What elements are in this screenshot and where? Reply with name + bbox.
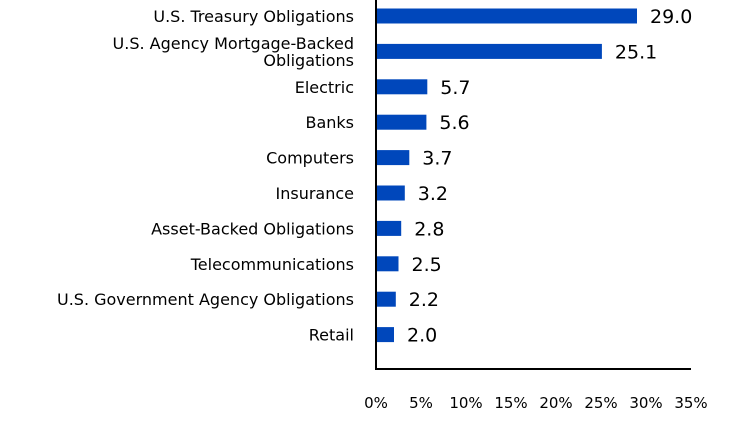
x-tick-label-1: 5%: [409, 394, 433, 412]
bar-6: [376, 220, 402, 236]
category-label-3: Banks: [305, 113, 354, 132]
category-label-5: Insurance: [276, 184, 355, 203]
category-label-1: U.S. Agency Mortgage-Backed Obligations: [113, 34, 354, 70]
value-label-0: 29.0: [650, 6, 692, 28]
bars-layer: [376, 8, 637, 343]
bar-7: [376, 256, 399, 272]
value-label-5: 3.2: [418, 183, 448, 205]
value-label-7: 2.5: [412, 254, 442, 276]
value-label-1: 25.1: [615, 41, 657, 63]
bar-0: [376, 8, 637, 24]
x-tick-label-6: 30%: [629, 394, 662, 412]
category-label-4: Computers: [266, 149, 354, 168]
value-label-9: 2.0: [407, 325, 437, 347]
bar-4: [376, 150, 410, 166]
category-labels: U.S. Treasury Obligations U.S. Agency Mor…: [57, 7, 354, 345]
category-label-7: Telecommunications: [190, 255, 354, 274]
bar-9: [376, 327, 394, 343]
category-label-0: U.S. Treasury Obligations: [153, 7, 354, 26]
x-tick-label-5: 25%: [584, 394, 617, 412]
bar-1: [376, 43, 602, 59]
x-tick-label-7: 35%: [674, 394, 707, 412]
axes: [375, 0, 691, 370]
bar-8: [376, 291, 396, 307]
bar-2: [376, 79, 428, 95]
category-label-2: Electric: [295, 78, 354, 97]
value-labels: 29.0 25.1 5.7 5.6 3.7 3.2 2.8 2.5 2.2 2.0: [407, 6, 692, 347]
category-label-9: Retail: [309, 326, 354, 345]
bar-3: [376, 114, 427, 130]
bar-5: [376, 185, 405, 201]
x-tick-label-4: 20%: [539, 394, 572, 412]
value-label-4: 3.7: [422, 148, 452, 170]
value-label-6: 2.8: [414, 218, 444, 240]
x-tick-labels: 0% 5% 10% 15% 20% 25% 30% 35%: [364, 394, 708, 412]
value-label-3: 5.6: [439, 112, 469, 134]
x-tick-label-2: 10%: [449, 394, 482, 412]
x-tick-label-3: 15%: [494, 394, 527, 412]
category-label-6: Asset-Backed Obligations: [151, 219, 354, 238]
category-label-8: U.S. Government Agency Obligations: [57, 290, 354, 309]
value-label-2: 5.7: [440, 77, 470, 99]
x-tick-label-0: 0%: [364, 394, 388, 412]
value-label-8: 2.2: [409, 289, 439, 311]
